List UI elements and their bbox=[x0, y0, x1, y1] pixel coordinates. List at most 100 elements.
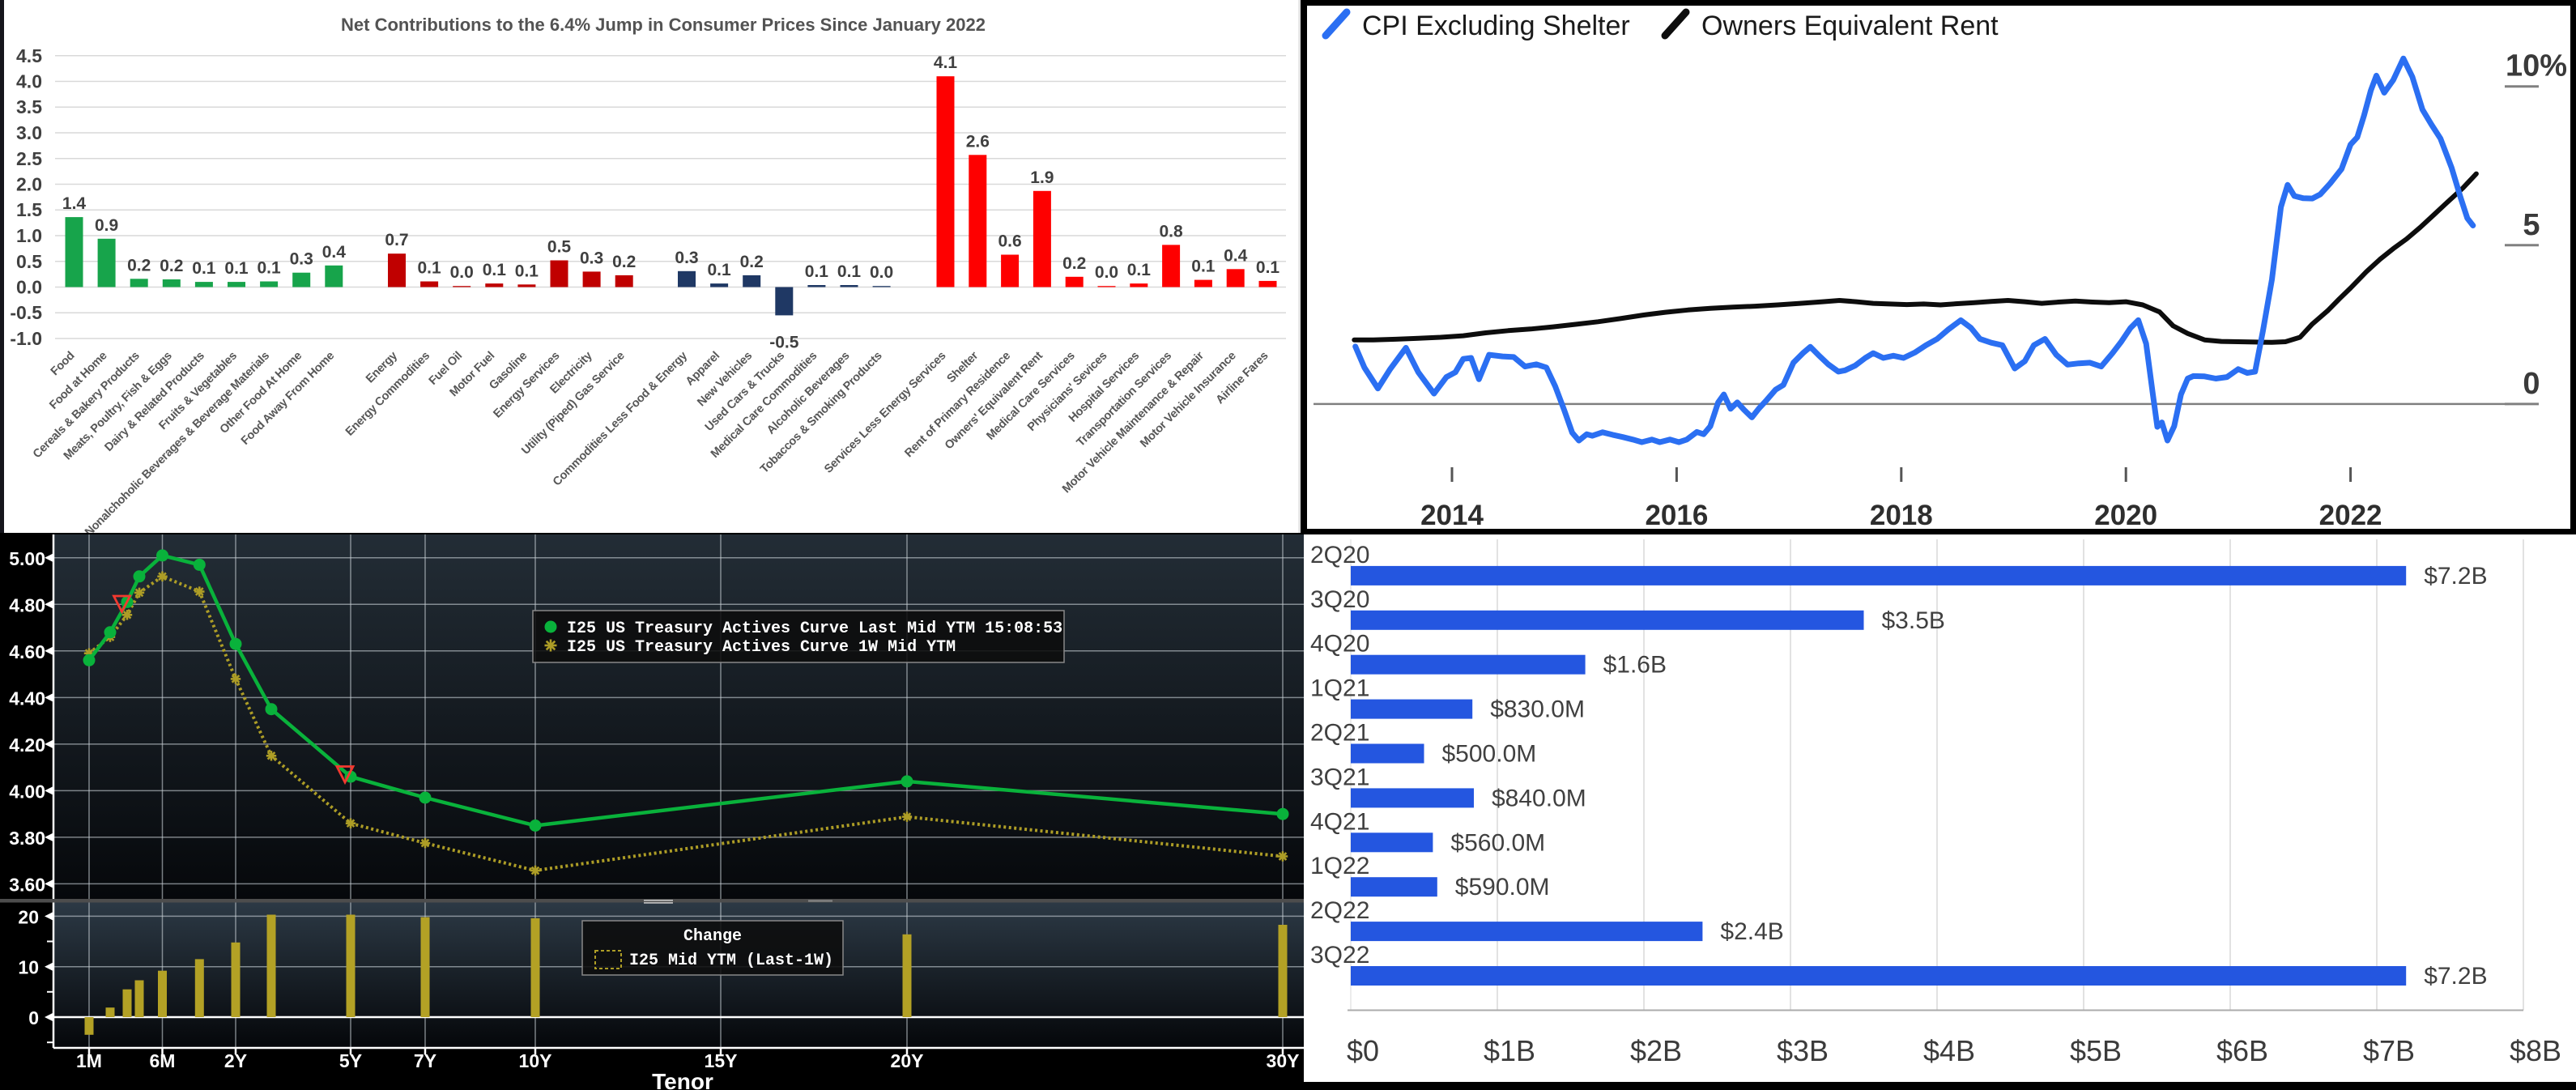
svg-text:5.00: 5.00 bbox=[9, 548, 45, 569]
svg-text:10Y: 10Y bbox=[519, 1050, 552, 1071]
svg-text:4.40: 4.40 bbox=[9, 688, 45, 709]
svg-text:0.7: 0.7 bbox=[385, 231, 408, 249]
svg-text:$5B: $5B bbox=[2070, 1034, 2122, 1067]
svg-text:$7.2B: $7.2B bbox=[2424, 963, 2487, 990]
svg-text:20Y: 20Y bbox=[891, 1050, 924, 1071]
svg-text:2022: 2022 bbox=[2319, 500, 2382, 531]
svg-text:Net Contributions to the 6.4%: Net Contributions to the 6.4% Jump in Co… bbox=[341, 15, 986, 35]
svg-text:I25 Mid YTM (Last-1W): I25 Mid YTM (Last-1W) bbox=[629, 952, 833, 970]
svg-text:1M: 1M bbox=[76, 1050, 102, 1071]
svg-text:0.0: 0.0 bbox=[450, 263, 474, 282]
svg-text:$6B: $6B bbox=[2216, 1034, 2268, 1067]
svg-text:0.1: 0.1 bbox=[1127, 261, 1152, 279]
svg-text:2014: 2014 bbox=[1420, 500, 1484, 531]
svg-text:0.0: 0.0 bbox=[16, 277, 42, 298]
svg-text:$560.0M: $560.0M bbox=[1450, 829, 1545, 856]
svg-text:Food: Food bbox=[49, 350, 78, 379]
svg-text:0.1: 0.1 bbox=[192, 259, 216, 278]
svg-text:Tenor: Tenor bbox=[652, 1069, 713, 1090]
svg-text:0.1: 0.1 bbox=[837, 262, 862, 281]
svg-text:5: 5 bbox=[2523, 208, 2540, 242]
svg-text:1.9: 1.9 bbox=[1030, 168, 1054, 187]
svg-text:2018: 2018 bbox=[1870, 500, 1933, 531]
svg-text:0.1: 0.1 bbox=[417, 259, 441, 278]
svg-text:$3.5B: $3.5B bbox=[1882, 607, 1945, 634]
svg-text:10%: 10% bbox=[2506, 49, 2567, 83]
svg-text:0.1: 0.1 bbox=[257, 259, 281, 278]
svg-text:0.1: 0.1 bbox=[1191, 258, 1216, 276]
svg-text:$840.0M: $840.0M bbox=[1492, 785, 1586, 811]
svg-text:3Q22: 3Q22 bbox=[1310, 942, 1369, 969]
svg-text:$2.4B: $2.4B bbox=[1720, 918, 1783, 945]
svg-text:1Q22: 1Q22 bbox=[1310, 853, 1369, 879]
svg-text:1.4: 1.4 bbox=[62, 194, 87, 213]
svg-text:$2B: $2B bbox=[1630, 1034, 1682, 1067]
svg-text:Change: Change bbox=[683, 927, 742, 946]
svg-text:4.00: 4.00 bbox=[9, 781, 45, 802]
svg-text:0: 0 bbox=[2523, 367, 2540, 401]
svg-text:2016: 2016 bbox=[1645, 500, 1708, 531]
svg-text:$1B: $1B bbox=[1484, 1034, 1535, 1067]
svg-text:3.80: 3.80 bbox=[9, 828, 45, 849]
svg-text:7Y: 7Y bbox=[414, 1050, 436, 1071]
svg-text:0: 0 bbox=[28, 1007, 39, 1028]
svg-text:0.6: 0.6 bbox=[998, 232, 1021, 251]
svg-text:$830.0M: $830.0M bbox=[1490, 696, 1585, 723]
svg-text:-1.0: -1.0 bbox=[10, 328, 42, 349]
svg-text:2020: 2020 bbox=[2094, 500, 2157, 531]
svg-text:30Y: 30Y bbox=[1267, 1050, 1300, 1071]
svg-text:3Q21: 3Q21 bbox=[1310, 764, 1369, 790]
svg-text:2Q20: 2Q20 bbox=[1310, 542, 1369, 568]
svg-text:4.80: 4.80 bbox=[9, 594, 45, 615]
svg-text:0.1: 0.1 bbox=[805, 262, 829, 281]
svg-text:CPI Excluding Shelter: CPI Excluding Shelter bbox=[1362, 11, 1630, 41]
svg-text:I25 US Treasury Actives Curve: I25 US Treasury Actives Curve Last Mid Y… bbox=[567, 620, 1062, 638]
svg-text:4Q21: 4Q21 bbox=[1310, 808, 1369, 835]
svg-text:$4B: $4B bbox=[1923, 1034, 1975, 1067]
svg-text:0.2: 0.2 bbox=[127, 256, 151, 275]
svg-text:0.0: 0.0 bbox=[1095, 263, 1118, 282]
svg-text:0.5: 0.5 bbox=[16, 251, 42, 272]
svg-text:0.0: 0.0 bbox=[870, 263, 893, 282]
svg-text:0.1: 0.1 bbox=[224, 259, 249, 278]
svg-text:I25 US Treasury Actives Curve: I25 US Treasury Actives Curve 1W Mid YTM bbox=[567, 638, 956, 657]
svg-text:2Q22: 2Q22 bbox=[1310, 897, 1369, 924]
svg-text:-0.5: -0.5 bbox=[769, 333, 799, 351]
svg-text:$3B: $3B bbox=[1777, 1034, 1829, 1067]
svg-text:2.5: 2.5 bbox=[16, 148, 42, 169]
svg-text:0.1: 0.1 bbox=[515, 262, 539, 280]
svg-text:2.0: 2.0 bbox=[16, 174, 42, 195]
svg-text:4.20: 4.20 bbox=[9, 734, 45, 756]
svg-text:4.5: 4.5 bbox=[16, 45, 42, 66]
svg-text:5Y: 5Y bbox=[339, 1050, 362, 1071]
svg-text:2.6: 2.6 bbox=[966, 132, 990, 151]
svg-text:4.1: 4.1 bbox=[934, 53, 958, 72]
svg-text:0.4: 0.4 bbox=[322, 243, 347, 262]
svg-text:4.60: 4.60 bbox=[9, 641, 45, 662]
svg-text:1.0: 1.0 bbox=[16, 225, 42, 246]
svg-text:3.5: 3.5 bbox=[16, 96, 42, 117]
svg-text:4Q20: 4Q20 bbox=[1310, 631, 1369, 658]
svg-text:0.5: 0.5 bbox=[547, 238, 572, 257]
svg-text:0.2: 0.2 bbox=[1062, 254, 1086, 273]
svg-text:$0: $0 bbox=[1347, 1034, 1379, 1067]
svg-text:0.2: 0.2 bbox=[612, 253, 636, 271]
svg-text:0.3: 0.3 bbox=[290, 250, 313, 269]
svg-text:0.3: 0.3 bbox=[675, 249, 698, 267]
svg-text:0.4: 0.4 bbox=[1224, 246, 1248, 265]
svg-text:$500.0M: $500.0M bbox=[1442, 741, 1537, 768]
svg-text:3.0: 3.0 bbox=[16, 122, 42, 143]
svg-text:0.2: 0.2 bbox=[740, 253, 764, 271]
svg-text:1.5: 1.5 bbox=[16, 199, 42, 220]
svg-text:$8B: $8B bbox=[2510, 1034, 2561, 1067]
svg-text:15Y: 15Y bbox=[705, 1050, 738, 1071]
svg-text:0.1: 0.1 bbox=[707, 261, 731, 279]
svg-text:$7B: $7B bbox=[2363, 1034, 2415, 1067]
svg-text:0.8: 0.8 bbox=[1159, 222, 1183, 241]
svg-text:4.0: 4.0 bbox=[16, 71, 42, 92]
svg-text:-0.5: -0.5 bbox=[10, 302, 42, 323]
svg-text:$590.0M: $590.0M bbox=[1455, 874, 1550, 901]
svg-text:0.1: 0.1 bbox=[483, 261, 507, 279]
svg-text:10: 10 bbox=[18, 957, 39, 978]
svg-text:Owners Equivalent Rent: Owners Equivalent Rent bbox=[1701, 11, 1999, 41]
